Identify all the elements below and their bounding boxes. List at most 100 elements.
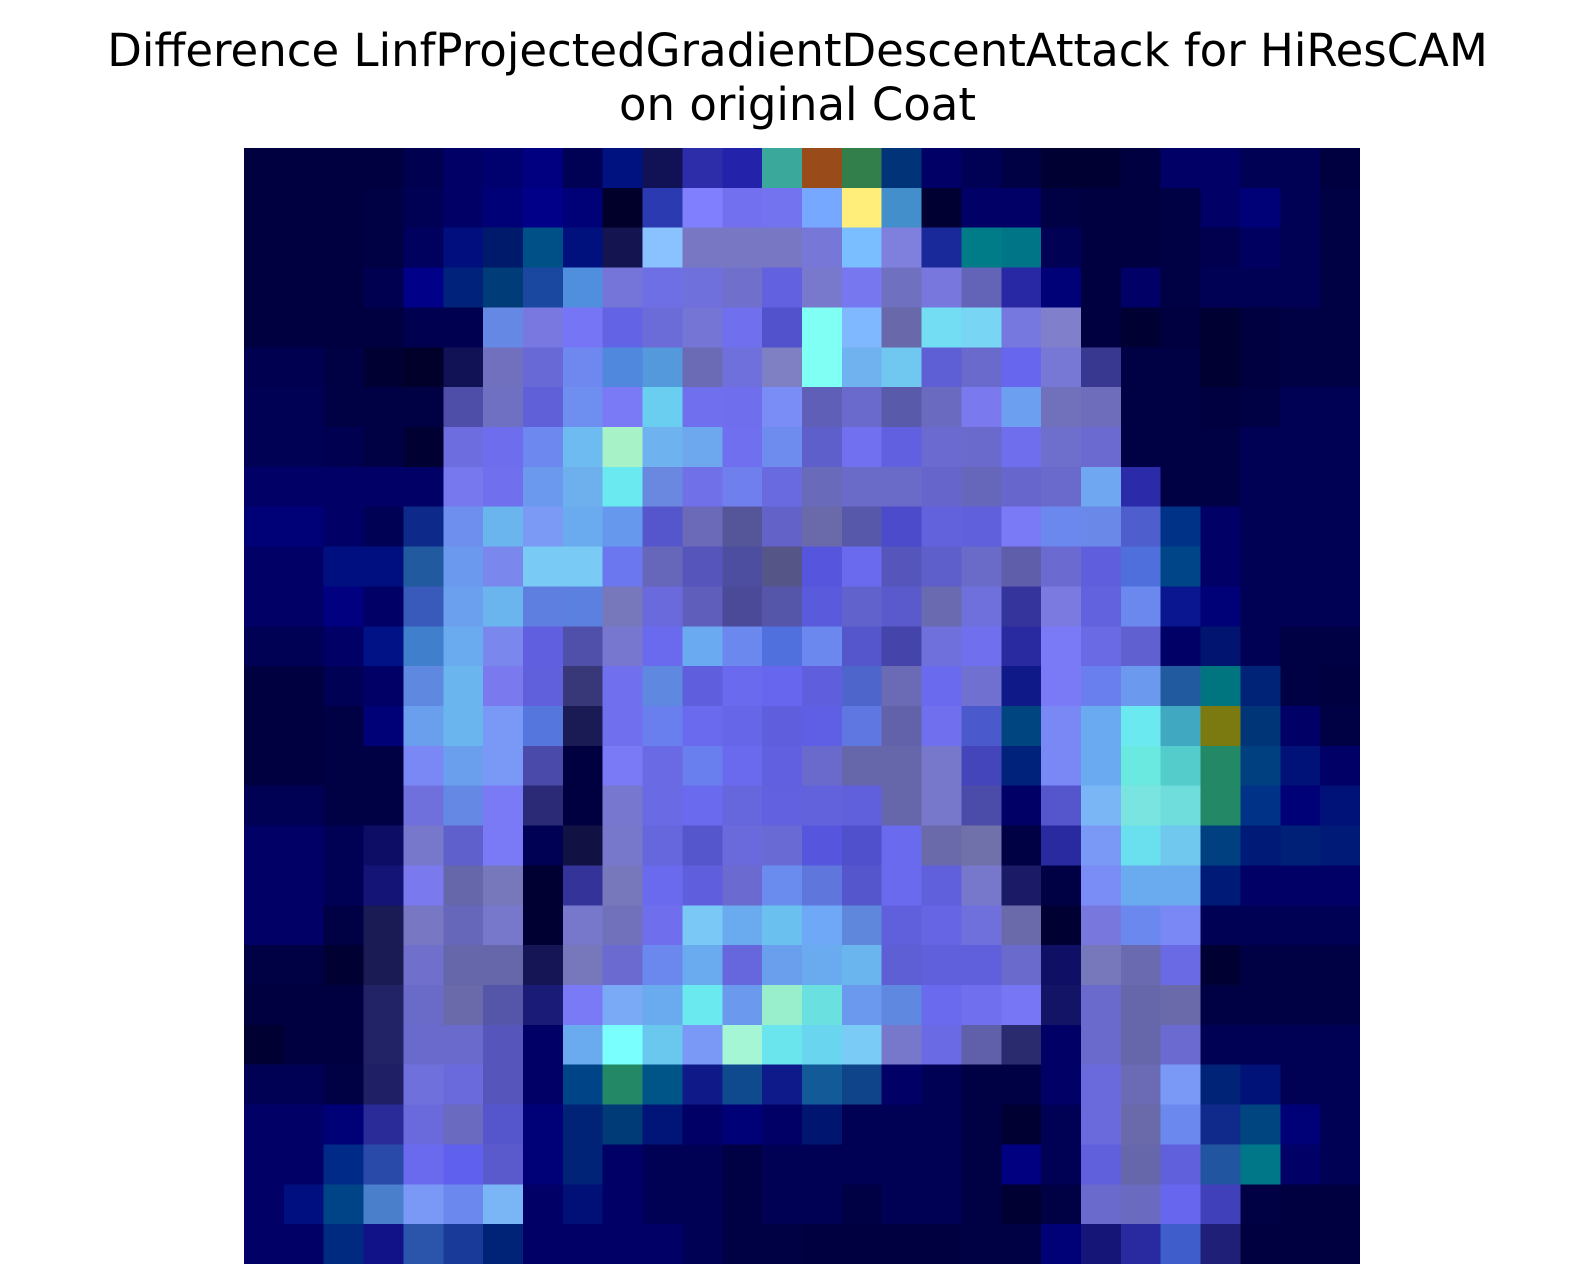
heatmap-cell-r17-c23	[1160, 825, 1202, 867]
heatmap-cell-r5-c23	[1160, 347, 1202, 388]
heatmap-cell-r16-c21	[1081, 785, 1122, 827]
heatmap-cell-r10-c25	[1240, 546, 1281, 588]
heatmap-cell-r4-c17	[921, 307, 963, 348]
heatmap-cell-r17-c21	[1081, 825, 1122, 867]
heatmap-cell-r15-c7	[523, 745, 564, 787]
heatmap-cell-r23-c9	[602, 1064, 644, 1106]
heatmap-cell-r20-c2	[323, 945, 365, 986]
heatmap-cell-r15-c16	[881, 745, 923, 787]
heatmap-cell-r20-c3	[363, 945, 405, 986]
heatmap-cell-r1-c15	[841, 187, 883, 229]
heatmap-cell-r25-c3	[363, 1144, 405, 1185]
heatmap-cell-r15-c0	[244, 745, 285, 787]
heatmap-cell-r14-c7	[523, 706, 564, 747]
heatmap-cell-r13-c10	[642, 666, 684, 707]
heatmap-cell-r10-c11	[682, 546, 723, 588]
heatmap-cell-r20-c5	[443, 945, 484, 986]
heatmap-cell-r1-c8	[562, 187, 604, 229]
heatmap-cell-r1-c22	[1120, 187, 1162, 229]
heatmap-cell-r25-c22	[1120, 1144, 1162, 1185]
heatmap-cell-r8-c9	[602, 466, 644, 508]
heatmap-cell-r7-c1	[283, 427, 325, 468]
heatmap-cell-r2-c6	[483, 227, 524, 269]
heatmap-cell-r3-c22	[1120, 267, 1162, 309]
heatmap-cell-r16-c4	[403, 785, 444, 827]
heatmap-cell-r22-c23	[1160, 1024, 1202, 1066]
heatmap-cell-r26-c18	[961, 1184, 1002, 1225]
heatmap-cell-r8-c7	[523, 466, 564, 508]
heatmap-cell-r27-c25	[1240, 1224, 1281, 1264]
heatmap-cell-r27-c26	[1280, 1224, 1321, 1264]
heatmap-cell-r3-c15	[841, 267, 883, 309]
heatmap-cell-r24-c5	[443, 1104, 484, 1146]
heatmap-cell-r24-c9	[602, 1104, 644, 1146]
heatmap-cell-r3-c13	[762, 267, 803, 309]
heatmap-cell-r15-c1	[283, 745, 325, 787]
heatmap-cell-r13-c27	[1320, 666, 1360, 707]
heatmap-cell-r22-c10	[642, 1024, 684, 1066]
heatmap-cell-r14-c12	[722, 706, 763, 747]
heatmap-cell-r9-c16	[881, 506, 923, 548]
heatmap-cell-r27-c15	[841, 1224, 883, 1264]
heatmap-cell-r6-c20	[1041, 387, 1082, 428]
heatmap-cell-r12-c2	[323, 626, 365, 667]
heatmap-cell-r6-c17	[921, 387, 963, 428]
heatmap-cell-r8-c17	[921, 466, 963, 508]
heatmap-cell-r26-c0	[244, 1184, 285, 1225]
heatmap-cell-r0-c20	[1041, 148, 1082, 189]
heatmap-cell-r5-c7	[523, 347, 564, 388]
heatmap-cell-r3-c10	[642, 267, 684, 309]
heatmap-cell-r8-c18	[961, 466, 1002, 508]
heatmap-cell-r16-c1	[283, 785, 325, 827]
heatmap-cell-r2-c0	[244, 227, 285, 269]
heatmap-cell-r19-c0	[244, 905, 285, 946]
heatmap-cell-r10-c0	[244, 546, 285, 588]
heatmap-cell-r26-c7	[523, 1184, 564, 1225]
heatmap-cell-r12-c26	[1280, 626, 1321, 667]
heatmap-cell-r6-c18	[961, 387, 1002, 428]
heatmap-cell-r12-c25	[1240, 626, 1281, 667]
heatmap-cell-r19-c6	[483, 905, 524, 946]
heatmap-cell-r13-c21	[1081, 666, 1122, 707]
heatmap-cell-r12-c6	[483, 626, 524, 667]
heatmap-cell-r20-c7	[523, 945, 564, 986]
heatmap-cell-r14-c15	[841, 706, 883, 747]
heatmap-cell-r11-c4	[403, 586, 444, 627]
chart-title-line-1: Difference LinfProjectedGradientDescentA…	[107, 24, 1488, 77]
heatmap-cell-r19-c9	[602, 905, 644, 946]
heatmap-cell-r3-c6	[483, 267, 524, 309]
heatmap-cell-r15-c18	[961, 745, 1002, 787]
heatmap-cell-r3-c21	[1081, 267, 1122, 309]
heatmap-cell-r18-c1	[283, 865, 325, 906]
heatmap-cell-r23-c0	[244, 1064, 285, 1106]
heatmap-cell-r26-c16	[881, 1184, 923, 1225]
heatmap-cell-r3-c8	[562, 267, 604, 309]
heatmap-cell-r23-c18	[961, 1064, 1002, 1106]
heatmap-cell-r15-c25	[1240, 745, 1281, 787]
heatmap-cell-r12-c3	[363, 626, 405, 667]
heatmap-cell-r6-c4	[403, 387, 444, 428]
heatmap-cell-r20-c17	[921, 945, 963, 986]
heatmap-cell-r15-c4	[403, 745, 444, 787]
heatmap-cell-r11-c23	[1160, 586, 1202, 627]
heatmap-cell-r10-c18	[961, 546, 1002, 588]
heatmap-cell-r13-c15	[841, 666, 883, 707]
heatmap-cell-r21-c8	[562, 985, 604, 1026]
heatmap-cell-r1-c17	[921, 187, 963, 229]
heatmap-cell-r23-c6	[483, 1064, 524, 1106]
heatmap-cell-r18-c6	[483, 865, 524, 906]
heatmap-cell-r8-c0	[244, 466, 285, 508]
heatmap-cell-r6-c27	[1320, 387, 1360, 428]
heatmap-cell-r5-c26	[1280, 347, 1321, 388]
heatmap-cell-r27-c8	[562, 1224, 604, 1264]
heatmap-cell-r5-c19	[1001, 347, 1042, 388]
heatmap-cell-r6-c25	[1240, 387, 1281, 428]
heatmap-cell-r12-c7	[523, 626, 564, 667]
heatmap-cell-r12-c12	[722, 626, 763, 667]
heatmap-cell-r3-c3	[363, 267, 405, 309]
heatmap-cell-r9-c4	[403, 506, 444, 548]
heatmap-cell-r21-c14	[802, 985, 843, 1026]
heatmap-cell-r17-c22	[1120, 825, 1162, 867]
heatmap-cell-r20-c10	[642, 945, 684, 986]
heatmap-cell-r26-c5	[443, 1184, 484, 1225]
